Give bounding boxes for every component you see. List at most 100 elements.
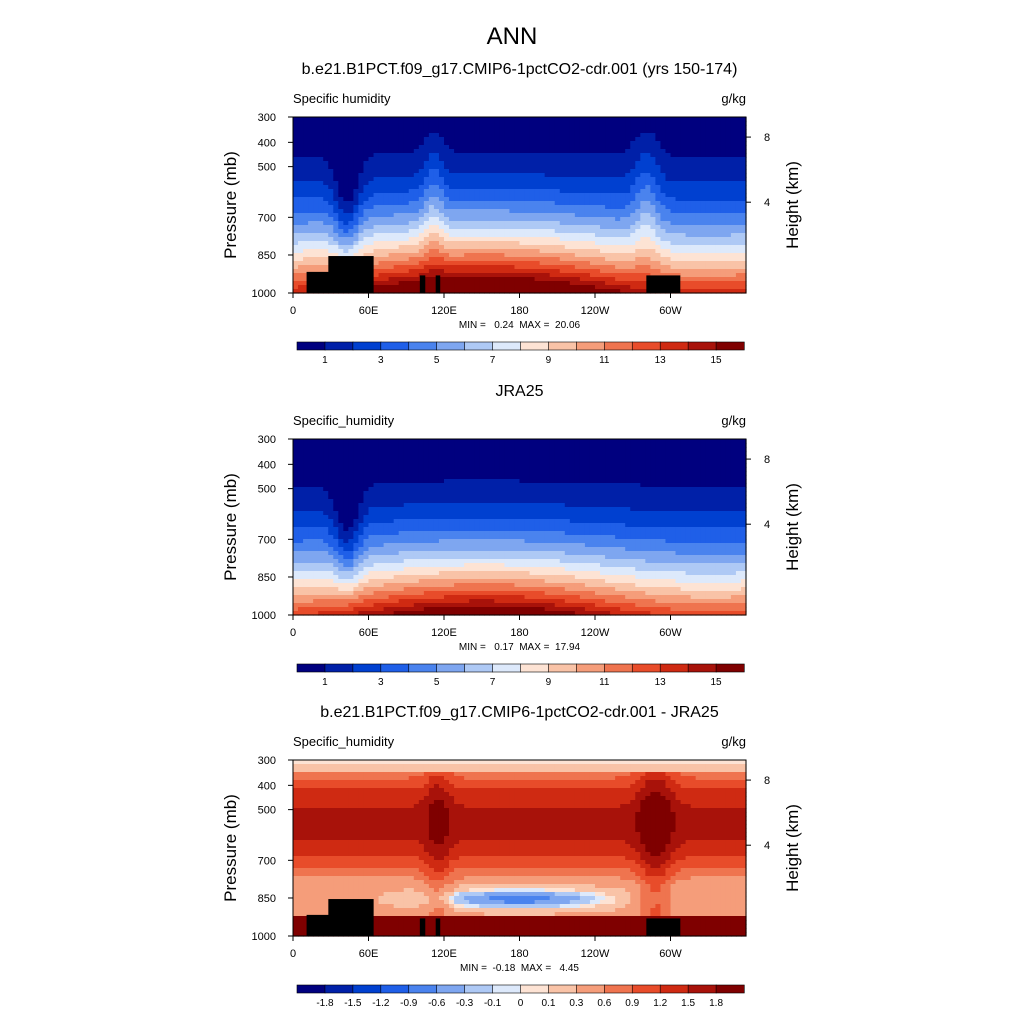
heatmap-cell (524, 479, 531, 484)
heatmap-cell (670, 471, 677, 476)
heatmap-cell (298, 463, 304, 468)
heatmap-cell (348, 245, 354, 250)
heatmap-cell (449, 447, 455, 452)
heatmap-cell (514, 273, 521, 278)
heatmap-cell (715, 177, 722, 182)
heatmap-cell (323, 193, 329, 198)
heatmap-cell (393, 273, 400, 278)
heatmap-cell (509, 237, 516, 242)
heatmap-cell (459, 129, 465, 134)
heatmap-cell (338, 121, 344, 126)
heatmap-cell (589, 455, 596, 460)
heatmap-cell (665, 225, 672, 230)
heatmap-cell (564, 281, 571, 286)
heatmap-cell (605, 249, 611, 254)
heatmap-cell (700, 265, 707, 270)
heatmap-cell (293, 277, 299, 282)
heatmap-cell (464, 257, 470, 262)
heatmap-cell (559, 459, 566, 464)
heatmap-cell (720, 197, 727, 202)
heatmap-cell (393, 451, 400, 456)
heatmap-cell (695, 169, 702, 174)
heatmap-cell (675, 241, 682, 246)
heatmap-cell (605, 253, 611, 258)
heatmap-cell (454, 451, 460, 456)
heatmap-cell (640, 185, 646, 190)
heatmap-cell (524, 459, 531, 464)
heatmap-cell (544, 451, 551, 456)
heatmap-cell (665, 233, 672, 238)
heatmap-cell (645, 201, 651, 206)
heatmap-cell (403, 253, 410, 258)
heatmap-cell (313, 245, 319, 250)
heatmap-cell (524, 217, 531, 222)
heatmap-cell (695, 173, 702, 178)
heatmap-cell (363, 209, 370, 214)
heatmap-cell (454, 479, 460, 484)
heatmap-cell (554, 455, 561, 460)
heatmap-cell (660, 217, 667, 222)
heatmap-cell (680, 133, 687, 138)
heatmap-cell (650, 141, 656, 146)
heatmap-cell (313, 161, 319, 166)
variable-label: Specific_humidity (293, 413, 395, 428)
heatmap-cell (625, 463, 631, 468)
heatmap-cell (730, 137, 737, 142)
x-tick-label: 120E (431, 305, 457, 317)
heatmap-cell (544, 149, 551, 154)
heatmap-cell (705, 459, 712, 464)
heatmap-cell (469, 137, 475, 142)
heatmap-cell (690, 125, 697, 130)
heatmap-cell (665, 455, 672, 460)
heatmap-cell (413, 173, 420, 178)
heatmap-cell (595, 137, 601, 142)
heatmap-cell (544, 475, 551, 480)
heatmap-cell (358, 237, 365, 242)
heatmap-cell (348, 233, 354, 238)
heatmap-cell (464, 233, 470, 238)
heatmap-cell (454, 117, 460, 122)
heatmap-cell (554, 225, 561, 230)
heatmap-cell (579, 257, 586, 262)
heatmap-cell (700, 165, 707, 170)
heatmap-cell (353, 439, 360, 444)
heatmap-cell (564, 125, 571, 130)
heatmap-cell (705, 221, 712, 226)
heatmap-cell (444, 249, 450, 254)
heatmap-cell (640, 229, 646, 234)
heatmap-cell (650, 129, 656, 134)
heatmap-cell (303, 479, 309, 484)
heatmap-cell (589, 273, 596, 278)
heatmap-cell (600, 185, 606, 190)
heatmap-cell (625, 141, 631, 146)
heatmap-cell (333, 225, 339, 230)
heatmap-cell (413, 241, 420, 246)
heatmap-cell (605, 451, 611, 456)
heatmap-cell (383, 455, 390, 460)
heatmap-cell (675, 471, 682, 476)
heatmap-cell (595, 451, 601, 456)
heatmap-cell (715, 443, 722, 448)
heatmap-cell (539, 249, 546, 254)
heatmap-cell (363, 249, 370, 254)
heatmap-cell (730, 447, 737, 452)
heatmap-cell (589, 117, 596, 122)
heatmap-cell (519, 237, 526, 242)
heatmap-cell (645, 225, 651, 230)
heatmap-cell (700, 141, 707, 146)
heatmap-cell (358, 225, 365, 230)
heatmap-cell (710, 221, 717, 226)
heatmap-cell (423, 157, 430, 162)
heatmap-cell (620, 261, 626, 266)
heatmap-cell (705, 471, 712, 476)
heatmap-cell (383, 285, 390, 290)
heatmap-cell (318, 451, 324, 456)
heatmap-cell (534, 265, 541, 270)
heatmap-cell (353, 467, 360, 472)
heatmap-cell (449, 189, 455, 194)
heatmap-cell (534, 439, 541, 444)
heatmap-cell (459, 289, 465, 294)
heatmap-cell (489, 193, 495, 198)
heatmap-cell (318, 125, 324, 130)
heatmap-cell (710, 245, 717, 250)
